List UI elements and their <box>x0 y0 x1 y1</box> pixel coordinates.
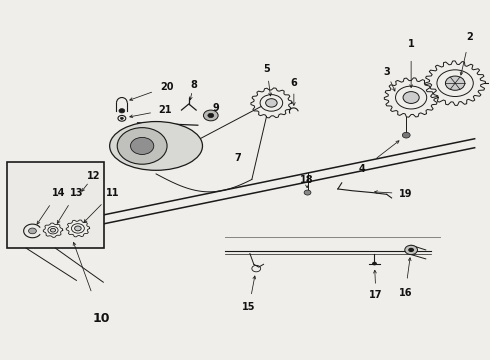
Polygon shape <box>251 88 292 118</box>
Polygon shape <box>43 223 63 237</box>
Circle shape <box>260 95 283 111</box>
Circle shape <box>130 138 154 154</box>
Text: 9: 9 <box>212 103 219 113</box>
Text: 20: 20 <box>160 82 173 92</box>
Text: 3: 3 <box>383 67 390 77</box>
Circle shape <box>445 76 465 90</box>
Text: 14: 14 <box>51 188 65 198</box>
Circle shape <box>437 70 473 96</box>
Text: 13: 13 <box>70 188 83 198</box>
Circle shape <box>72 224 84 233</box>
Circle shape <box>74 226 81 231</box>
Circle shape <box>408 248 414 252</box>
Circle shape <box>304 190 311 195</box>
Text: 7: 7 <box>234 153 241 163</box>
Polygon shape <box>425 61 486 105</box>
Circle shape <box>121 117 123 120</box>
Circle shape <box>405 245 417 255</box>
Circle shape <box>50 228 55 232</box>
Circle shape <box>203 110 218 121</box>
Text: 8: 8 <box>190 80 197 90</box>
Text: 10: 10 <box>92 311 110 325</box>
Text: 6: 6 <box>291 78 297 88</box>
Circle shape <box>119 109 125 113</box>
Circle shape <box>266 99 277 107</box>
Polygon shape <box>384 78 438 117</box>
Text: 11: 11 <box>106 188 120 198</box>
FancyBboxPatch shape <box>6 162 104 248</box>
Text: 5: 5 <box>264 64 270 74</box>
Circle shape <box>208 113 214 118</box>
Circle shape <box>48 226 58 234</box>
Text: 18: 18 <box>300 175 314 185</box>
Circle shape <box>117 128 167 164</box>
Text: 4: 4 <box>359 164 366 174</box>
Ellipse shape <box>110 122 202 170</box>
Circle shape <box>402 132 410 138</box>
Circle shape <box>28 228 36 234</box>
Circle shape <box>395 86 427 109</box>
Text: 2: 2 <box>466 32 473 41</box>
Text: 21: 21 <box>159 105 172 115</box>
Text: 16: 16 <box>398 288 412 298</box>
Text: 19: 19 <box>398 189 412 199</box>
Text: 12: 12 <box>87 171 100 181</box>
Circle shape <box>372 262 377 265</box>
Circle shape <box>403 91 419 103</box>
Text: 1: 1 <box>408 39 415 49</box>
Text: 17: 17 <box>369 290 383 300</box>
Polygon shape <box>66 220 90 237</box>
Text: 15: 15 <box>242 302 256 312</box>
